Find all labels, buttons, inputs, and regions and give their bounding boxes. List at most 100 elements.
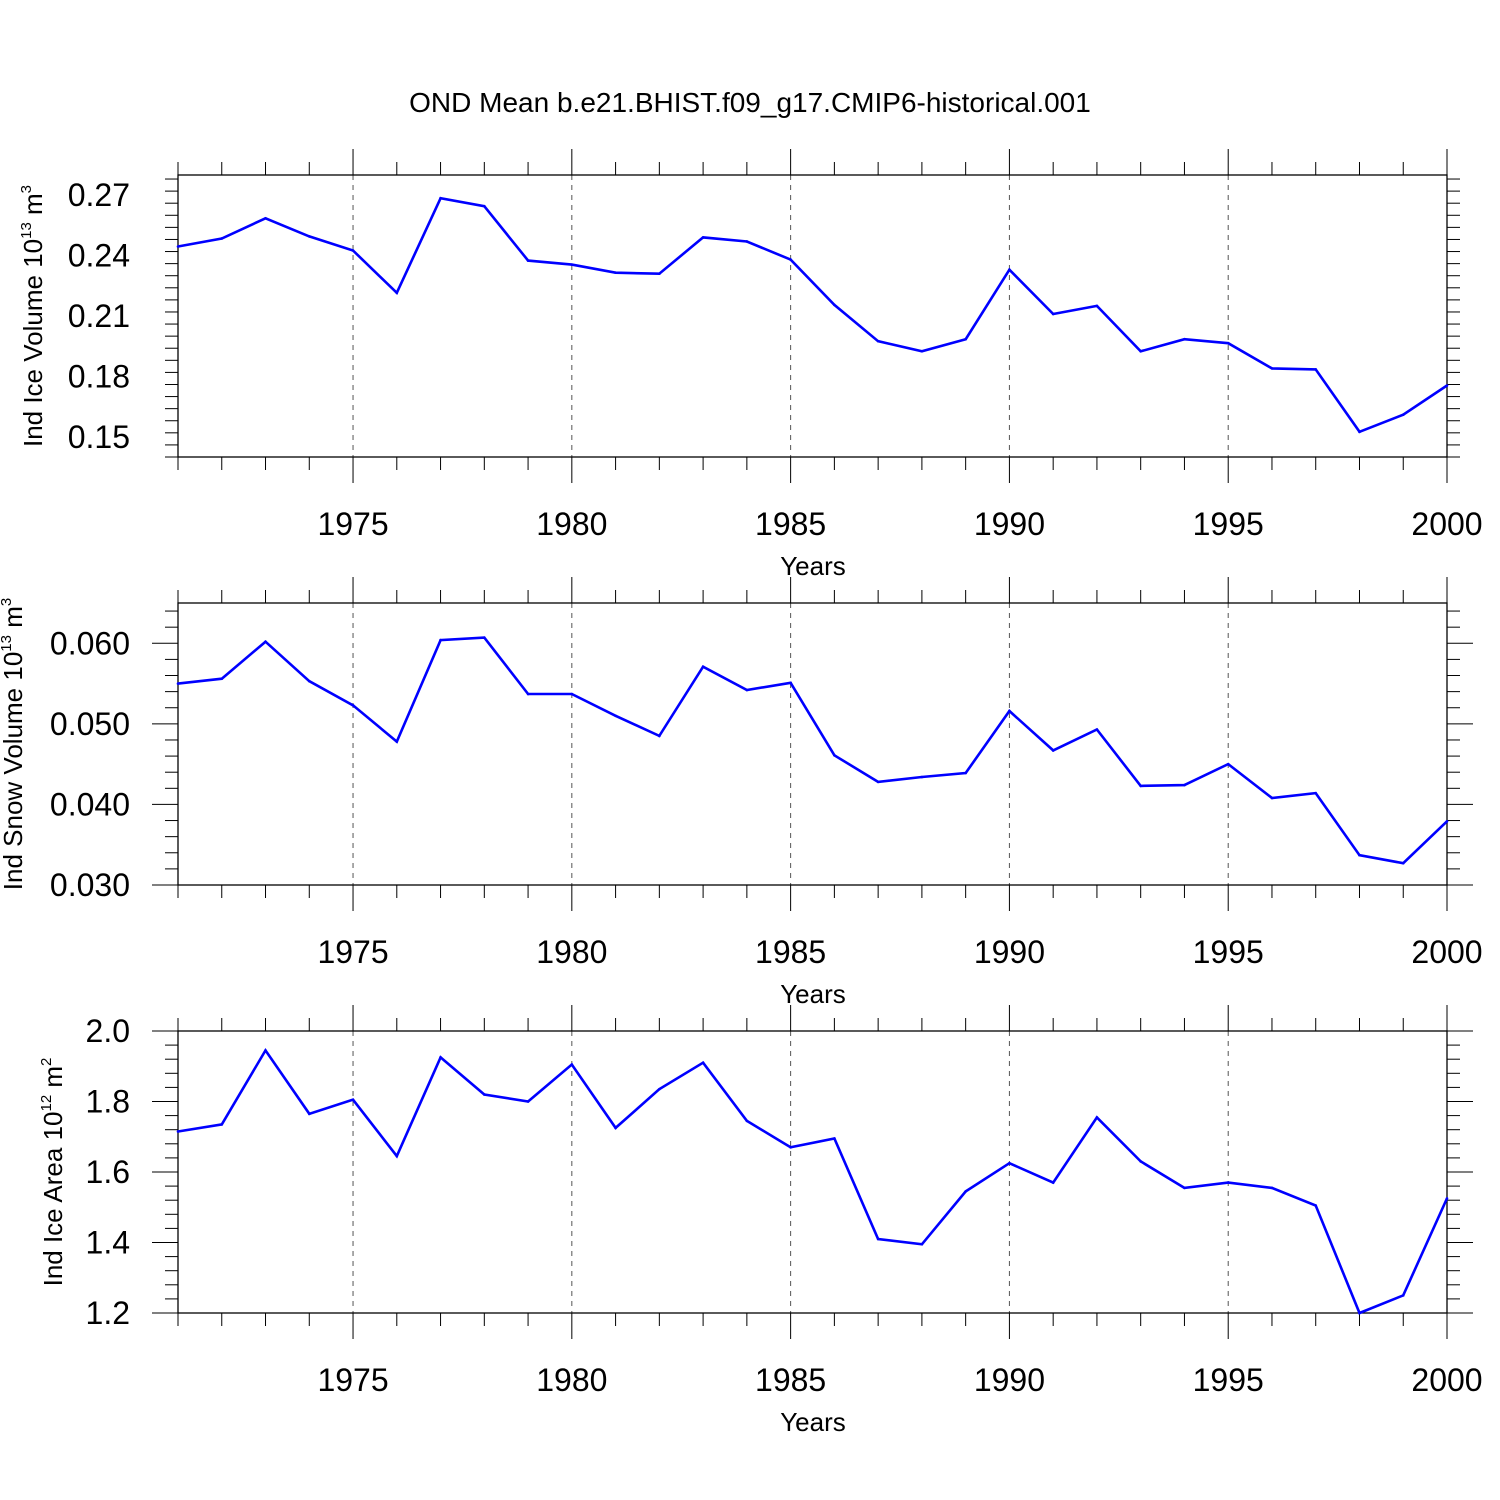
y-tick-label: 0.050 (50, 706, 130, 742)
data-point (1226, 341, 1230, 345)
plot-frame (177, 602, 1448, 886)
plot-frame (177, 174, 1448, 458)
data-point (920, 775, 924, 779)
y-axis-label-unit-exp: 3 (18, 185, 35, 193)
data-point (570, 263, 574, 266)
y-tick-label: 2.0 (86, 1013, 130, 1049)
x-tick-label: 1990 (974, 506, 1045, 542)
data-point (1095, 1116, 1099, 1119)
data-point (351, 704, 355, 707)
y-axis-label-unit: m (38, 1066, 68, 1095)
y-tick-label: 1.8 (86, 1084, 130, 1120)
data-point (658, 1087, 661, 1091)
chart-panels: 0.15 0.18 0.21 0.24 0.27 1975 1980 1985 1990 1995… (0, 149, 1483, 1437)
x-tick-label: 1990 (974, 1362, 1045, 1398)
x-tick-label: 2000 (1411, 1362, 1482, 1398)
y-tick-label: 0.18 (68, 358, 130, 394)
y-axis-label-unit-exp: 3 (0, 598, 15, 606)
data-point (1183, 337, 1186, 341)
data-point (1051, 1181, 1055, 1184)
y-axis-label: Ind Snow Volume 1013 m3 (0, 598, 28, 890)
data-point (526, 1100, 530, 1103)
data-point (789, 1146, 792, 1149)
data-point (395, 1154, 399, 1158)
data-point (264, 217, 267, 220)
data-point (920, 1242, 924, 1246)
data-point (220, 677, 224, 681)
data-point (1008, 268, 1011, 271)
data-point (1270, 367, 1274, 370)
y-axis-label: Ind Ice Area 1012 m2 (38, 1058, 68, 1287)
data-point (614, 714, 617, 718)
data-point (307, 235, 311, 238)
y-axis-label-unit: m (0, 606, 28, 635)
data-point (439, 1056, 442, 1059)
data-point (1401, 1294, 1405, 1297)
chart-panel-1: 0.15 0.18 0.21 0.24 0.27 1975 1980 1985 1990 1995… (18, 149, 1483, 581)
x-tick-label: 1995 (1193, 1362, 1264, 1398)
x-axis-label: Years (780, 979, 846, 1009)
x-tick-label: 1985 (755, 1362, 826, 1398)
data-point (701, 665, 705, 668)
data-point (1008, 709, 1011, 713)
data-point (1314, 368, 1318, 371)
data-point (789, 258, 792, 261)
y-axis-label-unit-exp: 2 (38, 1058, 55, 1066)
y-axis-label-exp: 13 (18, 222, 35, 239)
data-point (745, 688, 749, 692)
data-point (920, 349, 924, 353)
data-point (570, 692, 574, 696)
data-point (526, 692, 530, 696)
data-point (658, 272, 661, 276)
data-point (614, 271, 617, 274)
data-point (439, 196, 442, 200)
data-point (1008, 1161, 1011, 1165)
data-point (701, 236, 705, 239)
chart-panel-2: 0.030 0.040 0.050 0.060 1975 1980 1985 1990 1995… (0, 577, 1483, 1009)
x-tick-label: 1975 (317, 1362, 388, 1398)
data-point (483, 1093, 486, 1096)
x-tick-label: 1975 (317, 934, 388, 970)
data-point (176, 1130, 180, 1133)
data-point (701, 1061, 705, 1065)
data-point (1358, 430, 1361, 434)
data-point (614, 1126, 617, 1130)
data-point (1445, 1197, 1449, 1200)
data-point (1314, 1204, 1318, 1207)
y-axis-label: Ind Ice Volume 1013 m3 (18, 185, 48, 447)
data-point (264, 1049, 267, 1052)
y-tick-label: 0.27 (68, 177, 130, 213)
x-tick-label: 1980 (536, 506, 607, 542)
data-point (351, 1098, 355, 1102)
x-tick-label: 1985 (755, 934, 826, 970)
y-tick-label: 1.6 (86, 1154, 130, 1190)
data-point (1445, 820, 1449, 823)
data-point (1051, 312, 1055, 316)
data-point (483, 204, 486, 208)
data-point (876, 780, 880, 784)
data-point (964, 337, 967, 341)
data-point (220, 1123, 224, 1126)
y-axis-label-text: Ind Snow Volume 10 (0, 652, 28, 891)
data-point (439, 638, 442, 642)
y-tick-label: 0.030 (50, 867, 130, 903)
data-point (964, 771, 967, 775)
data-point (833, 303, 836, 307)
y-tick-label: 0.060 (50, 625, 130, 661)
data-point (1051, 749, 1055, 752)
data-point (789, 681, 792, 685)
series-line (177, 636, 1448, 865)
data-point (1314, 791, 1318, 795)
figure-title: OND Mean b.e21.BHIST.f09_g17.CMIP6-histo… (409, 87, 1091, 118)
chart-panel-3: 1.2 1.4 1.6 1.8 2.0 1975 1980 1985 1990 1995 2000 Y… (38, 1005, 1483, 1437)
series-line (177, 1047, 1449, 1315)
data-point (1095, 728, 1099, 731)
data-point (307, 679, 311, 683)
data-point (833, 1137, 836, 1140)
y-axis-label-exp: 12 (38, 1095, 55, 1112)
x-axis-label: Years (780, 1407, 846, 1437)
data-point (176, 245, 180, 248)
data-point (876, 1237, 880, 1241)
y-axis-label-text: Ind Ice Area 10 (38, 1112, 68, 1287)
